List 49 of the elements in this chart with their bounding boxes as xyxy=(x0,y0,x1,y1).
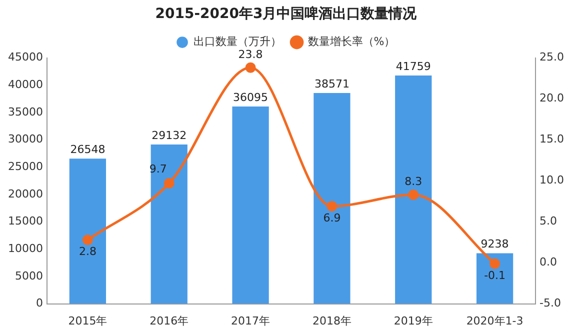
data-label: 6.9 xyxy=(323,212,341,225)
y2-tick-label: 20.0 xyxy=(540,92,564,105)
y-tick-label: 10000 xyxy=(8,242,43,255)
y-tick-label: 15000 xyxy=(8,214,43,228)
x-tick-label: 2020年1-3 xyxy=(466,314,524,328)
y2-tick-label: 5.0 xyxy=(540,214,558,228)
x-tick-label: 2018年 xyxy=(312,314,352,328)
data-label: 26548 xyxy=(70,143,106,156)
bar xyxy=(395,76,432,304)
y2-tick-label: 15.0 xyxy=(540,132,564,146)
y-tick-label: 45000 xyxy=(8,50,43,64)
point xyxy=(245,62,256,73)
y-tick-label: 30000 xyxy=(8,132,43,146)
bar xyxy=(232,106,269,304)
y2-tick-label: 0.0 xyxy=(540,256,558,269)
point xyxy=(164,178,174,189)
data-label: 2.8 xyxy=(78,245,96,258)
point xyxy=(326,200,338,212)
y-tick-label: 35000 xyxy=(8,105,43,118)
y-tick-label: 40000 xyxy=(8,78,43,91)
legend-label: 数量增长率（%） xyxy=(308,35,396,48)
data-label: 38571 xyxy=(314,77,350,90)
y2-tick-label: 25.0 xyxy=(540,50,564,64)
y-tick-label: 25000 xyxy=(8,160,43,173)
y2-tick-label: -5.0 xyxy=(540,296,561,310)
x-tick-label: 2017年 xyxy=(231,314,270,328)
x-tick-label: 2019年 xyxy=(394,314,433,328)
data-label: 36095 xyxy=(233,90,268,104)
data-label: 23.8 xyxy=(238,48,263,61)
point xyxy=(408,189,419,200)
point xyxy=(82,234,93,246)
bar xyxy=(69,158,106,304)
chart-title: 2015-2020年3月中国啤酒出口数量情况 xyxy=(155,5,418,22)
data-label: 41759 xyxy=(396,60,431,73)
data-label: 8.3 xyxy=(404,175,422,188)
bar xyxy=(314,92,350,304)
x-tick-label: 2016年 xyxy=(150,314,189,328)
data-label: 9238 xyxy=(480,238,509,251)
y-tick-label: 20000 xyxy=(8,187,43,200)
data-label: -0.1 xyxy=(484,268,506,282)
y2-tick-label: 10.0 xyxy=(540,174,564,187)
point xyxy=(490,258,500,269)
bar xyxy=(476,253,514,304)
y-tick-label: 5000 xyxy=(14,269,43,282)
y-tick-label: 0 xyxy=(36,296,43,310)
data-label: 29132 xyxy=(152,128,187,142)
legend-label: 出口数量（万升） xyxy=(193,35,282,48)
bar xyxy=(150,144,188,304)
x-tick-label: 2015年 xyxy=(68,314,108,328)
